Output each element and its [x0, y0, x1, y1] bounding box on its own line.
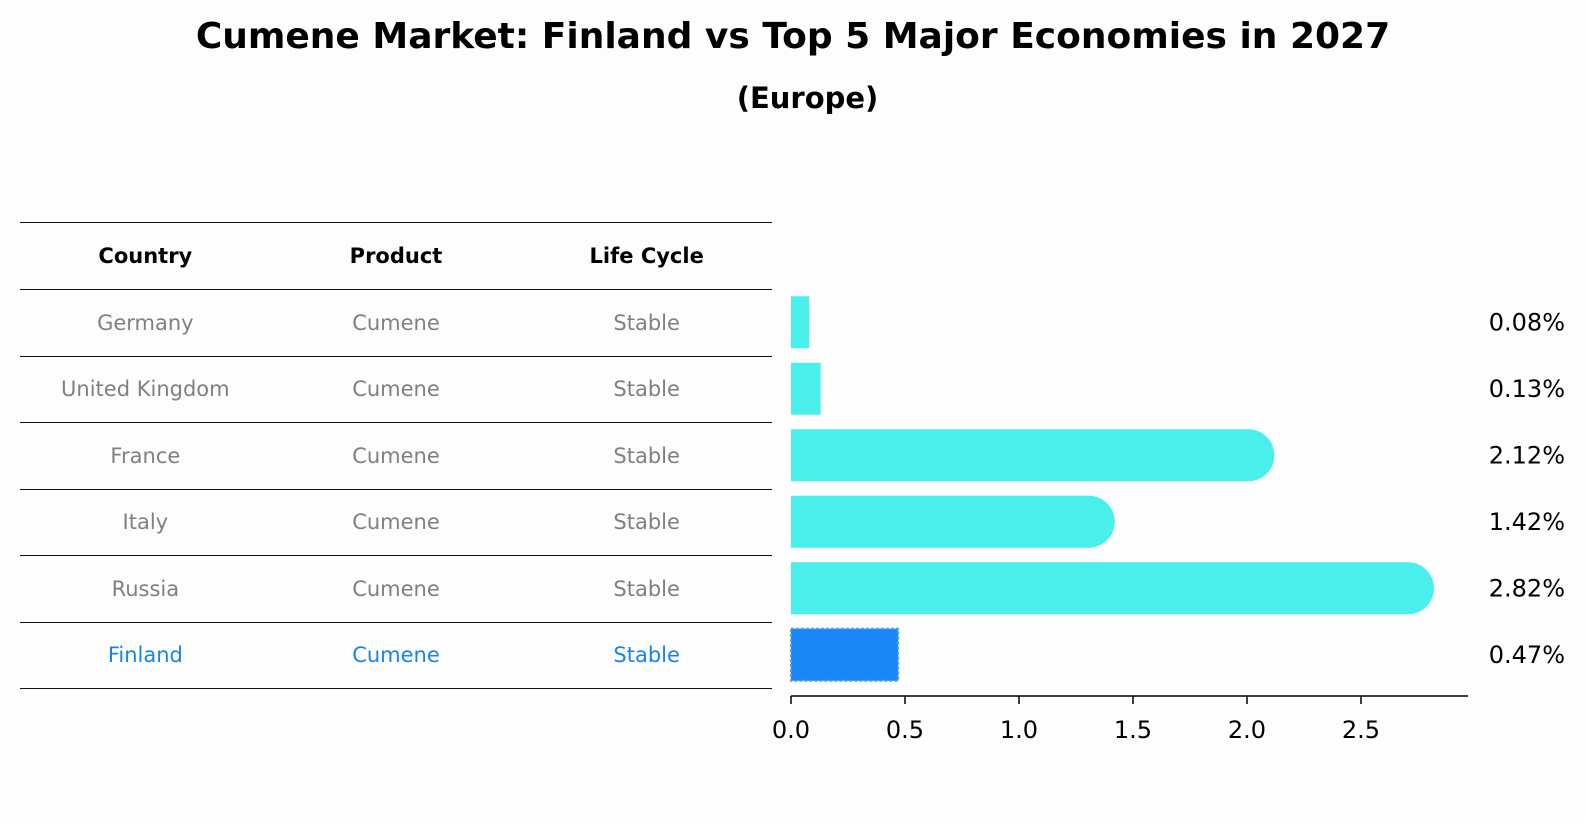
product-cell: Cumene [352, 510, 440, 535]
bar-finland [790, 627, 900, 682]
product-cell: Cumene [352, 576, 440, 601]
table-row: France Cumene Stable [20, 423, 772, 490]
bar-russia [791, 562, 1434, 615]
table-row: Germany Cumene Stable [20, 290, 772, 357]
chart-subtitle: (Europe) [736, 81, 879, 115]
x-tick-label: 0.5 [886, 716, 924, 744]
bar-united-kingdom [791, 362, 821, 415]
country-cell: France [110, 443, 181, 468]
product-cell: Cumene [352, 310, 440, 335]
country-cell: Italy [122, 510, 169, 535]
value-label: 0.13% [1489, 375, 1565, 403]
data-table: Country Product Life Cycle Germany Cumen… [20, 222, 772, 689]
life-cycle-cell: Stable [613, 310, 680, 335]
product-cell: Cumene [352, 377, 440, 402]
country-cell: Russia [111, 576, 180, 601]
product-cell: Cumene [352, 643, 440, 668]
life-cycle-cell: Stable [613, 510, 680, 535]
value-label: 1.42% [1489, 508, 1565, 536]
value-label: 0.47% [1489, 641, 1565, 669]
life-cycle-cell: Stable [613, 377, 680, 402]
bar-france [791, 429, 1275, 482]
bar-germany [791, 296, 810, 349]
table-row: Russia Cumene Stable [20, 556, 772, 623]
x-tick-label: 1.5 [1114, 716, 1152, 744]
table-row: United Kingdom Cumene Stable [20, 357, 772, 423]
value-label: 2.82% [1489, 574, 1565, 602]
country-cell: Germany [97, 310, 194, 335]
chart-title: Cumene Market: Finland vs Top 5 Major Ec… [195, 16, 1391, 57]
life-cycle-cell: Stable [613, 576, 680, 601]
table-header-row: Country Product Life Cycle [20, 222, 772, 290]
life-cycle-cell: Stable [613, 443, 680, 468]
value-label: 2.12% [1489, 441, 1565, 469]
column-header-life-cycle: Life Cycle [589, 244, 704, 268]
x-axis: 0.0 0.5 1.0 1.5 2.0 2.5 [772, 695, 1468, 744]
column-header-product: Product [349, 244, 443, 268]
value-label: 0.08% [1489, 308, 1565, 336]
bar-italy [791, 495, 1115, 548]
country-cell: Finland [107, 643, 183, 668]
country-cell: United Kingdom [61, 377, 230, 402]
column-header-country: Country [98, 244, 193, 268]
bars-layer [790, 296, 1434, 682]
x-tick-label: 0.0 [772, 716, 810, 744]
table-row-highlighted: Finland Cumene Stable [20, 623, 772, 689]
value-labels-layer: 0.08% 0.13% 2.12% 1.42% 2.82% 0.47% [1489, 308, 1565, 669]
x-tick-label: 2.5 [1342, 716, 1380, 744]
x-tick-label: 2.0 [1228, 716, 1266, 744]
product-cell: Cumene [352, 443, 440, 468]
life-cycle-cell: Stable [613, 643, 680, 668]
x-tick-label: 1.0 [1000, 716, 1038, 744]
table-row: Italy Cumene Stable [20, 490, 772, 556]
